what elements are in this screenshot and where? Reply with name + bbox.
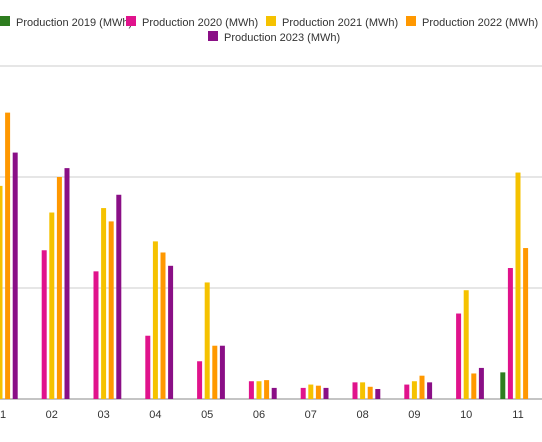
bar [248, 381, 254, 399]
bar [204, 282, 210, 399]
legend-label: Production 2020 (MWh) [142, 17, 258, 29]
x-tick-label: 05 [201, 409, 213, 421]
bar [308, 384, 314, 399]
legend-item[interactable]: Production 2023 (MWh) [208, 31, 340, 44]
bar [300, 387, 306, 399]
bar [315, 385, 321, 399]
bar [323, 387, 329, 399]
bar [271, 387, 277, 399]
x-tick-label: 03 [97, 409, 109, 421]
bar [108, 221, 114, 399]
legend-swatch [126, 16, 136, 26]
bar [478, 367, 484, 399]
bar [212, 345, 218, 399]
legend-label: Production 2023 (MWh) [224, 32, 340, 44]
bar [515, 172, 521, 399]
bar [152, 241, 158, 399]
legend-item[interactable]: Production 2020 (MWh) [126, 16, 258, 29]
bar [404, 384, 410, 399]
bar [375, 389, 381, 399]
legend-swatch [406, 16, 416, 26]
x-tick-label: 08 [356, 409, 368, 421]
bar [352, 382, 358, 399]
x-tick-label: 06 [253, 409, 265, 421]
bars [0, 112, 529, 400]
bar [101, 208, 107, 399]
bar [507, 268, 513, 399]
x-tick-label: 01 [0, 409, 6, 421]
bar [471, 373, 477, 399]
bar [360, 382, 366, 399]
legend-item[interactable]: Production 2022 (MWh) [406, 16, 538, 29]
bar [168, 265, 174, 399]
bar [56, 177, 62, 399]
x-tick-label: 09 [408, 409, 420, 421]
x-tick-label: 10 [460, 409, 472, 421]
bar [264, 380, 270, 399]
legend-item[interactable]: Production 2021 (MWh) [266, 16, 398, 29]
bar [367, 386, 373, 399]
x-tick-label: 04 [149, 409, 161, 421]
x-axis-ticks: 01 02 03 04 05 06 07 08 09 10 11 [0, 409, 524, 421]
bar [256, 381, 262, 399]
bar [463, 290, 469, 399]
legend-swatch [266, 16, 276, 26]
gridlines [0, 65, 542, 400]
bar [523, 248, 529, 399]
bar [116, 194, 122, 399]
bar [0, 185, 3, 399]
legend-label: Production 2019 (MWh) [16, 17, 132, 29]
bar [5, 112, 11, 400]
bar [93, 271, 99, 399]
bar [456, 313, 462, 399]
bar [145, 335, 151, 399]
x-tick-label: 02 [46, 409, 58, 421]
bar [49, 212, 55, 399]
bar [500, 372, 506, 399]
legend-item[interactable]: Production 2019 (MWh) [0, 16, 132, 29]
bar [197, 361, 203, 399]
legend-swatch [0, 16, 10, 26]
x-tick-label: 07 [305, 409, 317, 421]
x-tick-label: 11 [512, 409, 523, 421]
legend-swatch [208, 31, 218, 41]
bar [419, 375, 425, 399]
bar [427, 382, 433, 399]
legend-label: Production 2021 (MWh) [282, 17, 398, 29]
bar [219, 345, 225, 399]
bar [411, 381, 417, 399]
legend-label: Production 2022 (MWh) [422, 17, 538, 29]
bar [41, 250, 47, 399]
bar [64, 168, 70, 399]
bar [12, 152, 18, 399]
bar [160, 252, 166, 399]
legend: Production 2019 (MWh) Production 2020 (MW… [0, 16, 538, 44]
